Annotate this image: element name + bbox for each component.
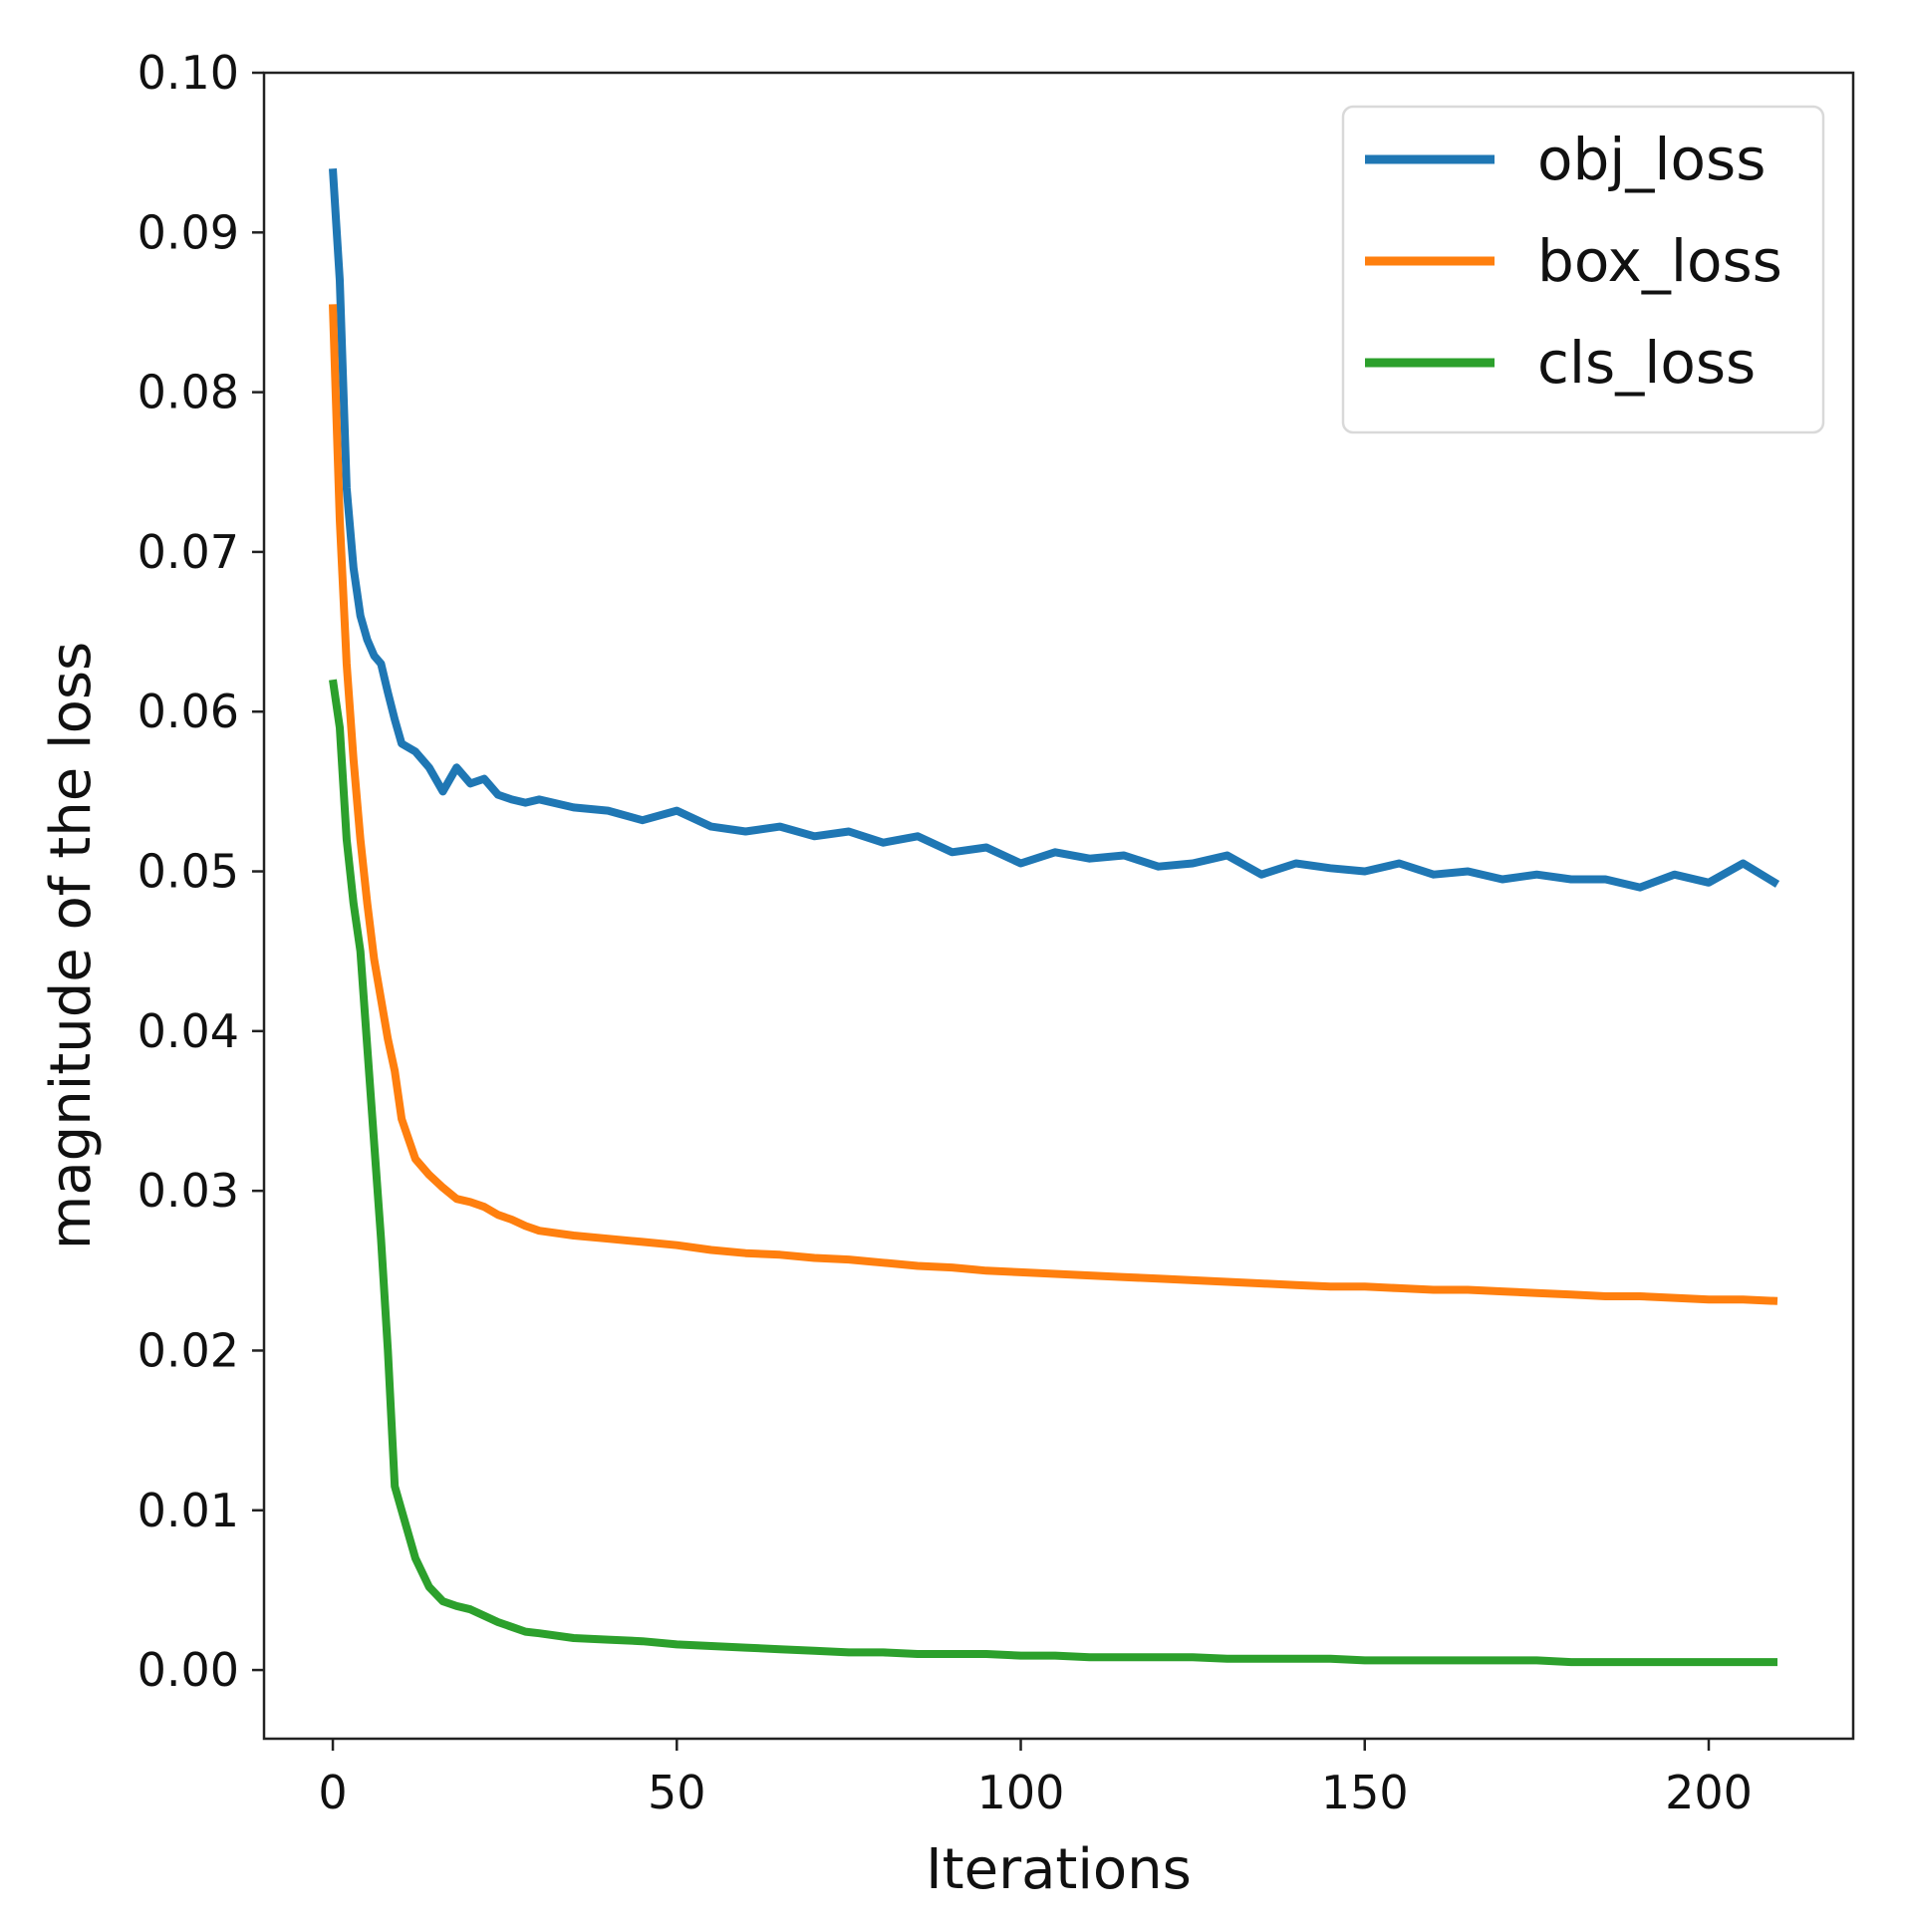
y-tick-label: 0.07 (137, 525, 239, 579)
legend-label: obj_loss (1537, 126, 1766, 193)
legend-box (1341, 105, 1825, 434)
x-tick-label: 150 (1321, 1766, 1409, 1819)
legend-label: cls_loss (1537, 329, 1756, 397)
series-line-obj-loss (329, 167, 1780, 892)
series-line-box-loss (329, 304, 1778, 1305)
y-tick-label: 0.00 (137, 1643, 239, 1697)
y-axis-ticks: 0.00 0.01 0.02 0.03 0.04 0.05 0.06 0.07 0.08 0.09… (137, 46, 264, 1697)
plot-frame (262, 71, 1855, 1741)
y-tick-label: 0.03 (137, 1164, 239, 1218)
y-tick-label: 0.09 (137, 205, 239, 259)
legend-label: box_loss (1537, 227, 1782, 295)
series-line-cls-loss (329, 679, 1777, 1667)
x-tick-label: 0 (318, 1766, 347, 1819)
x-axis-title: Iterations (926, 1837, 1192, 1902)
series-group (329, 167, 1780, 1667)
y-tick-label: 0.01 (137, 1484, 239, 1537)
x-tick-label: 100 (977, 1766, 1065, 1819)
y-tick-label: 0.02 (137, 1323, 239, 1377)
y-tick-label: 0.10 (137, 46, 239, 100)
y-tick-label: 0.05 (137, 845, 239, 899)
x-axis-ticks: 0 50 100 150 200 (318, 1739, 1753, 1819)
legend: obj_loss box_loss cls_loss (1341, 105, 1825, 434)
y-tick-label: 0.04 (137, 1004, 239, 1058)
y-axis-title: magnitude of the loss (39, 642, 104, 1249)
y-tick-label: 0.08 (137, 366, 239, 419)
x-tick-label: 200 (1665, 1766, 1753, 1819)
x-tick-label: 50 (648, 1766, 706, 1819)
y-tick-label: 0.06 (137, 685, 239, 738)
